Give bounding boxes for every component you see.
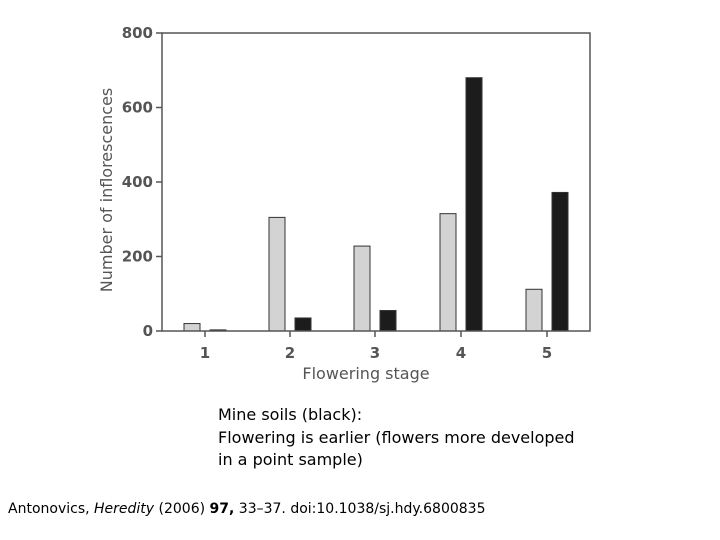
bar-series2-stage-5 xyxy=(551,191,569,332)
x-tick-label: 1 xyxy=(200,344,210,362)
x-tick-label: 2 xyxy=(285,344,295,362)
citation-journal: Heredity xyxy=(94,501,155,517)
y-tick-label: 800 xyxy=(122,24,153,42)
y-tick-label: 0 xyxy=(143,322,153,340)
plot-frame xyxy=(161,32,591,332)
y-tick-label: 400 xyxy=(122,173,153,191)
bar-series1-stage-4 xyxy=(439,213,457,332)
y-axis-title: Number of inflorescences xyxy=(97,88,116,292)
bar-series1-stage-3 xyxy=(353,245,371,332)
citation-doi: doi:10.1038/sj.hdy.6800835 xyxy=(290,501,486,517)
caption-line: Flowering is earlier (flowers more devel… xyxy=(218,427,575,447)
bar-series2-stage-4 xyxy=(465,77,483,332)
x-tick-label: 5 xyxy=(542,344,552,362)
bar-series1-stage-2 xyxy=(268,216,286,332)
x-tick-label: 3 xyxy=(370,344,380,362)
bar-series2-stage-2 xyxy=(294,317,312,332)
bar-series2-stage-3 xyxy=(379,310,397,332)
x-tick-label: 4 xyxy=(456,344,466,362)
bar-series1-stage-5 xyxy=(525,288,543,332)
bar-series1-stage-1 xyxy=(183,323,201,332)
y-tick-label: 600 xyxy=(122,99,153,117)
citation-pages: 33–37. xyxy=(234,501,291,517)
bar-chart: 0 200 400 600 800 1 2 3 4 5 Number of infloresce… xyxy=(97,24,591,383)
bars xyxy=(183,77,569,332)
citation-volume: 97, xyxy=(209,501,235,517)
citation: Antonovics, Heredity (2006) 97, 33–37. d… xyxy=(8,501,485,517)
y-axis-ticks: 0 200 400 600 800 xyxy=(122,24,162,340)
chart-caption: Mine soils (black): Flowering is earlier… xyxy=(218,404,575,472)
x-axis-title: Flowering stage xyxy=(302,364,429,383)
caption-line: Mine soils (black): xyxy=(218,405,363,424)
citation-year: (2006) xyxy=(154,501,210,517)
y-tick-label: 200 xyxy=(122,248,153,266)
x-axis-ticks: 1 2 3 4 5 xyxy=(200,331,552,362)
caption-line: in a point sample) xyxy=(218,450,363,469)
citation-authors: Antonovics, xyxy=(8,501,95,517)
